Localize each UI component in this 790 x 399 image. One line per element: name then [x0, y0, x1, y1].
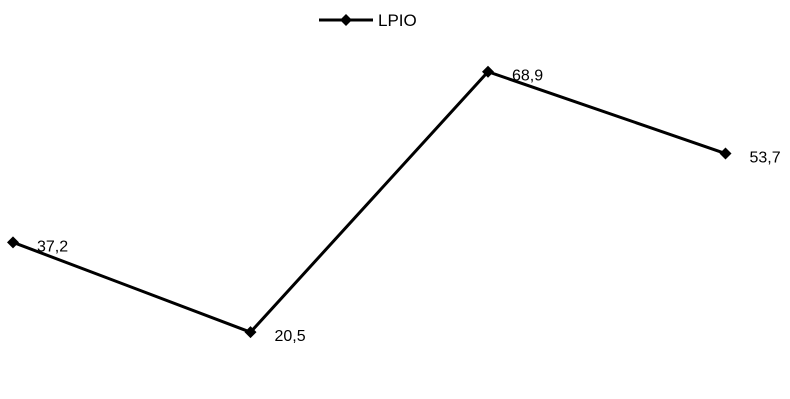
data-point-marker: [244, 326, 257, 339]
data-label: 53,7: [750, 150, 781, 167]
data-label: 68,9: [512, 68, 543, 85]
legend: LPIO: [319, 11, 417, 30]
data-point-marker: [7, 236, 19, 249]
plot-area: 37,2 20,5 68,9 53,7: [7, 65, 781, 345]
legend-marker: [340, 14, 352, 26]
series-line-lpio: [12, 69, 726, 334]
data-point-marker: [482, 65, 494, 78]
data-label: 20,5: [275, 328, 306, 345]
data-point-marker: [719, 147, 732, 160]
data-label: 37,2: [37, 238, 68, 255]
legend-label: LPIO: [378, 11, 417, 30]
